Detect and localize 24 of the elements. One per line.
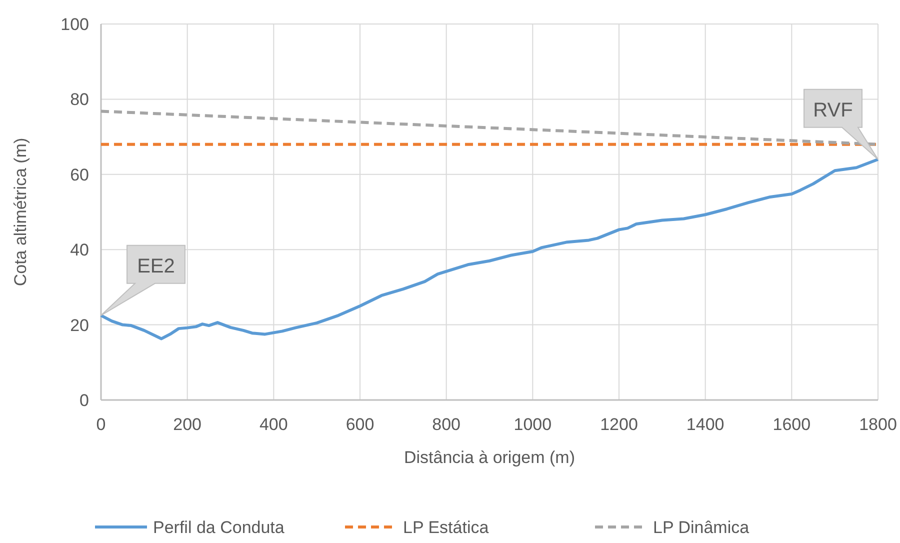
x-tick-label: 1400 [686, 415, 724, 434]
y-tick-label: 80 [70, 90, 89, 110]
legend-label: LP Estática [403, 518, 490, 537]
x-axis-title: Distância à origem (m) [404, 448, 575, 467]
legend-label: LP Dinâmica [653, 518, 750, 537]
x-tick-label: 1200 [600, 415, 638, 434]
legend-label: Perfil da Conduta [153, 518, 285, 537]
x-tick-label: 400 [259, 415, 288, 434]
y-tick-label: 40 [70, 240, 89, 260]
x-tick-label: 600 [346, 415, 374, 434]
x-tick-label: 1600 [772, 415, 811, 434]
x-tick-label: 1000 [514, 415, 552, 434]
annotation: RVF [813, 99, 853, 122]
y-tick-label: 0 [80, 391, 89, 410]
y-axis-title: Cota altimétrica (m) [11, 138, 30, 286]
x-tick-label: 0 [96, 415, 106, 434]
line-series [100, 158, 880, 340]
y-tick-label: 20 [70, 316, 89, 335]
y-tick-label: 60 [70, 165, 89, 184]
y-tick-label: 100 [60, 15, 89, 34]
x-tick-label: 1800 [859, 415, 897, 434]
x-tick-label: 800 [432, 415, 461, 434]
x-tick-label: 200 [173, 415, 202, 434]
annotation: EE2 [137, 255, 175, 278]
